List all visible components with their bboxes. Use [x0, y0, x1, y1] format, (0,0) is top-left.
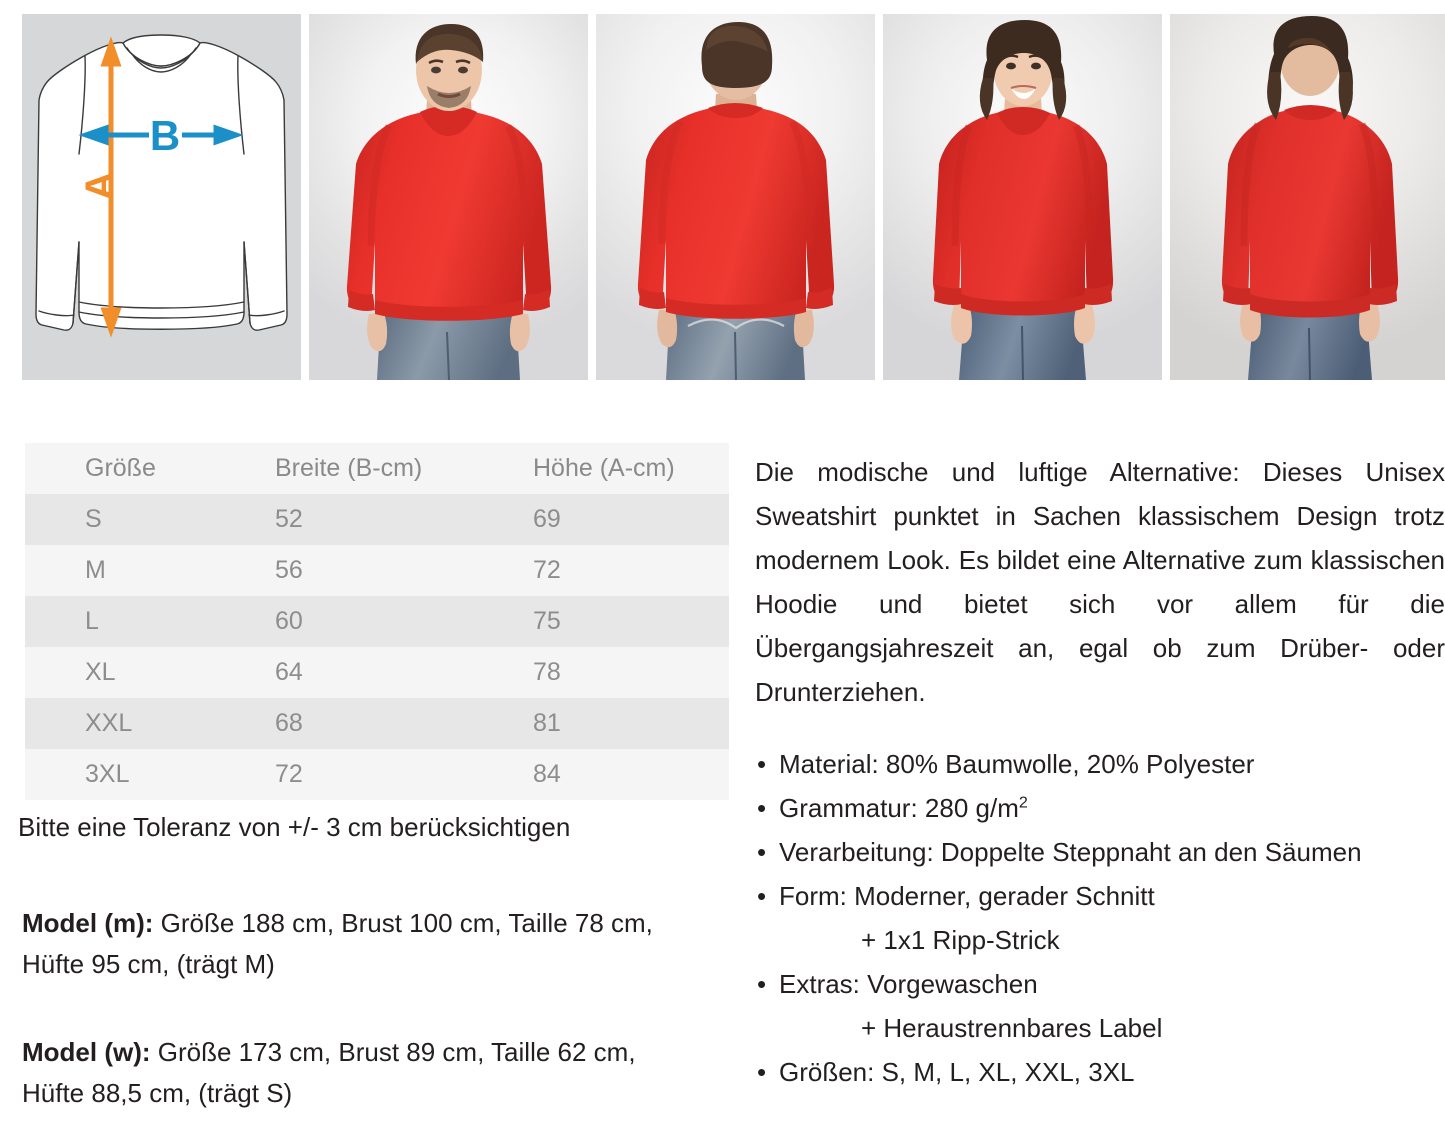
model-female-label: Model (w): [22, 1037, 151, 1067]
cell-height: 81 [533, 709, 561, 737]
spec-text: Material: 80% Baumwolle, 20% Polyester [779, 749, 1255, 779]
cell-height: 78 [533, 658, 561, 686]
photo-male-back [637, 22, 835, 380]
sweatshirt-measurement-diagram: A B [35, 34, 288, 338]
panel-technical-drawing: A B [22, 14, 301, 380]
bullet-icon: • [757, 1057, 767, 1087]
product-image-strip: A B [22, 14, 1445, 380]
height-arrow-a [100, 36, 122, 338]
bullet-icon: • [757, 969, 767, 999]
label-height-a: A [78, 172, 122, 201]
tolerance-note: Bitte eine Toleranz von +/- 3 cm berücks… [18, 812, 571, 842]
spec-item-extras: • Extras: Vorgewaschen [757, 962, 1445, 1006]
spec-subitem-ripp: + 1x1 Ripp-Strick [861, 925, 1060, 955]
width-arrow-b [78, 124, 244, 146]
cell-size: XXL [85, 709, 133, 737]
table-row: M 56 72 [25, 545, 729, 596]
model-female-line2: Hüfte 88,5 cm, (trägt S) [22, 1078, 293, 1108]
table-row: L 60 75 [25, 596, 729, 647]
header-width: Breite (B-cm) [275, 454, 423, 482]
model-male-line2: Hüfte 95 cm, (trägt M) [22, 949, 275, 979]
spec-text: Größen: S, M, L, XL, XXL, 3XL [779, 1057, 1135, 1087]
cell-size: M [85, 556, 106, 584]
model-info-female: Model (w): Größe 173 cm, Brust 89 cm, Ta… [22, 1032, 722, 1114]
table-row: 3XL 72 84 [25, 749, 729, 800]
spec-list: • Material: 80% Baumwolle, 20% Polyester… [757, 742, 1445, 1094]
panel-model-male-back [596, 14, 875, 380]
table-row: XL 64 78 [25, 647, 729, 698]
cell-height: 72 [533, 556, 561, 584]
size-table: Größe Breite (B-cm) Höhe (A-cm) S 52 69 … [25, 443, 729, 800]
cell-width: 68 [275, 709, 303, 737]
panel-model-female-back [1170, 14, 1445, 380]
model-info-male: Model (m): Größe 188 cm, Brust 100 cm, T… [22, 903, 722, 985]
cell-size: S [85, 505, 102, 533]
bullet-icon: • [757, 749, 767, 779]
cell-height: 69 [533, 505, 561, 533]
panel-model-female-front [883, 14, 1162, 380]
product-description: Die modische und luftige Alternative: Di… [755, 457, 1445, 707]
cell-width: 72 [275, 760, 303, 788]
cell-height: 84 [533, 760, 561, 788]
bullet-icon: • [757, 793, 767, 823]
cell-width: 64 [275, 658, 303, 686]
spec-subitem-label: + Heraustrennbares Label [861, 1013, 1163, 1043]
model-male-line1: Größe 188 cm, Brust 100 cm, Taille 78 cm… [153, 908, 653, 938]
cell-width: 60 [275, 607, 303, 635]
bullet-icon: • [757, 837, 767, 867]
table-row: XXL 68 81 [25, 698, 729, 749]
photo-male-front [346, 24, 552, 380]
spec-text: Verarbeitung: Doppelte Steppnaht an den … [779, 837, 1362, 867]
table-row: S 52 69 [25, 494, 729, 545]
cell-size: XL [85, 658, 116, 686]
header-size: Größe [85, 454, 156, 482]
spec-text: Form: Moderner, gerader Schnitt [779, 881, 1155, 911]
cell-size: 3XL [85, 760, 130, 788]
spec-item-verarbeitung: • Verarbeitung: Doppelte Steppnaht an de… [757, 830, 1445, 874]
cell-width: 52 [275, 505, 303, 533]
header-height: Höhe (A-cm) [533, 454, 675, 482]
spec-item-material: • Material: 80% Baumwolle, 20% Polyester [757, 742, 1445, 786]
photo-female-front [932, 20, 1114, 380]
table-header-row: Größe Breite (B-cm) Höhe (A-cm) [25, 443, 729, 494]
cell-width: 56 [275, 556, 303, 584]
photo-female-back [1221, 16, 1399, 380]
spec-item-groessen: • Größen: S, M, L, XL, XXL, 3XL [757, 1050, 1445, 1094]
cell-size: L [85, 607, 99, 635]
label-width-b: B [150, 112, 180, 159]
spec-text: Extras: Vorgewaschen [779, 969, 1038, 999]
bullet-icon: • [757, 881, 767, 911]
model-female-line1: Größe 173 cm, Brust 89 cm, Taille 62 cm, [150, 1037, 636, 1067]
model-male-label: Model (m): [22, 908, 154, 938]
cell-height: 75 [533, 607, 561, 635]
spec-superscript: 2 [1018, 793, 1028, 812]
spec-text: Grammatur: 280 g/m [779, 793, 1019, 823]
spec-item-grammatur: • Grammatur: 280 g/m2 [757, 786, 1445, 830]
spec-item-form: • Form: Moderner, gerader Schnitt [757, 874, 1445, 918]
panel-model-male-front [309, 14, 588, 380]
